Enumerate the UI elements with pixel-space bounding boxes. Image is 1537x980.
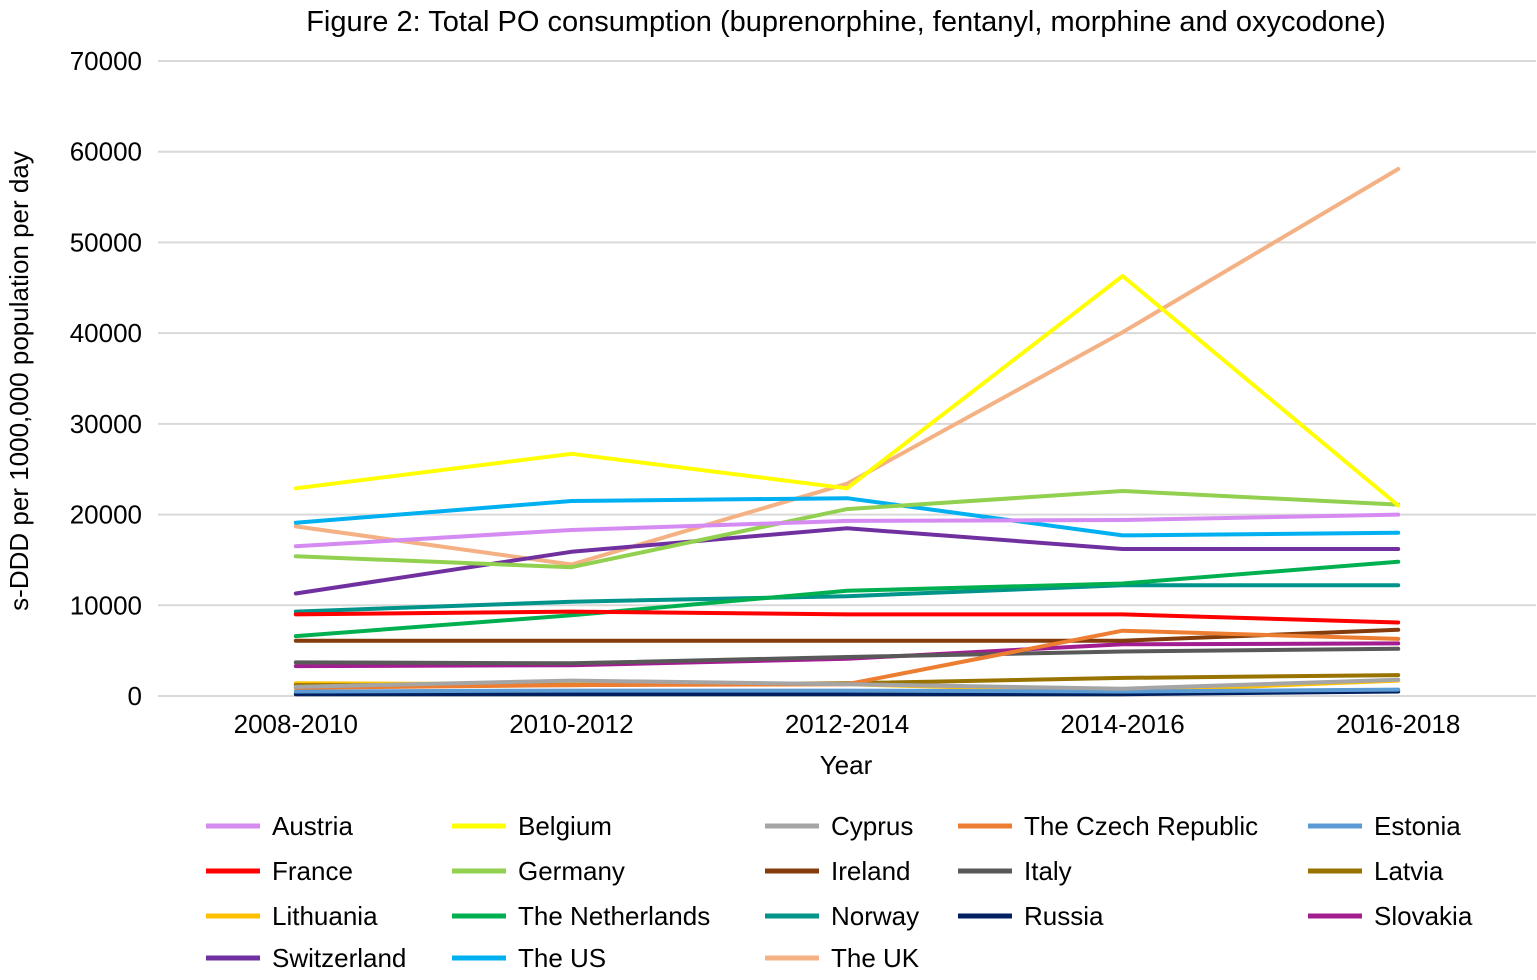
legend-item-switzerland: Switzerland: [206, 943, 406, 973]
legend-label: Belgium: [518, 811, 612, 841]
x-axis-label: Year: [820, 750, 873, 780]
series-line-russia: [293, 689, 1401, 697]
legend-item-russia: Russia: [958, 901, 1104, 931]
legend-item-lithuania: Lithuania: [206, 901, 378, 931]
legend-item-norway: Norway: [765, 901, 919, 931]
x-tick-label: 2012-2014: [785, 709, 909, 739]
series-line-the-netherlands: [293, 559, 1401, 639]
legend-label: Ireland: [831, 856, 911, 886]
series-line-norway: [293, 583, 1401, 614]
x-tick-label: 2016-2018: [1336, 709, 1460, 739]
legend-item-france: France: [206, 856, 353, 886]
series-line-france: [293, 609, 1401, 625]
legend-item-belgium: Belgium: [452, 811, 612, 841]
y-tick-label: 50000: [70, 227, 142, 257]
y-tick-label: 30000: [70, 409, 142, 439]
legend-label: Lithuania: [272, 901, 378, 931]
gridlines: [158, 60, 1536, 607]
y-tick-label: 70000: [70, 46, 142, 76]
legend-label: The UK: [831, 943, 920, 973]
legend-item-germany: Germany: [452, 856, 625, 886]
legend-label: The US: [518, 943, 606, 973]
legend-label: Austria: [272, 811, 353, 841]
series-line-ireland: [293, 627, 1401, 643]
legend-label: Germany: [518, 856, 625, 886]
legend-label: The Netherlands: [518, 901, 710, 931]
legend-label: Russia: [1024, 901, 1104, 931]
series-line-germany: [293, 489, 1401, 570]
legend-label: Norway: [831, 901, 919, 931]
legend-label: Latvia: [1374, 856, 1444, 886]
chart-title: Figure 2: Total PO consumption (buprenor…: [306, 6, 1386, 38]
y-axis-label: s-DDD per 1000,000 population per day: [4, 151, 34, 611]
legend-item-estonia: Estonia: [1308, 811, 1461, 841]
y-tick-label: 60000: [70, 137, 142, 167]
legend-label: France: [272, 856, 353, 886]
legend-item-the-netherlands: The Netherlands: [452, 901, 710, 931]
legend: Austria Belgium Cyprus The Czech Republic Es…: [206, 811, 1473, 973]
x-tick-label: 2014-2016: [1060, 709, 1184, 739]
series-lines: [293, 167, 1401, 697]
legend-item-slovakia: Slovakia: [1308, 901, 1473, 931]
legend-item-austria: Austria: [206, 811, 353, 841]
legend-item-latvia: Latvia: [1308, 856, 1444, 886]
y-tick-label: 0: [128, 681, 142, 711]
y-tick-label: 40000: [70, 318, 142, 348]
series-line-austria: [293, 512, 1401, 549]
legend-item-the-us: The US: [452, 943, 606, 973]
legend-item-the-uk: The UK: [765, 943, 920, 973]
legend-label: Slovakia: [1374, 901, 1473, 931]
y-axis-tick-labels: 0 10000 20000 30000 40000 50000 60000 70000: [70, 46, 142, 711]
series-line-belgium: [293, 274, 1401, 508]
legend-label: Cyprus: [831, 811, 913, 841]
x-tick-label: 2010-2012: [509, 709, 633, 739]
legend-label: Switzerland: [272, 943, 406, 973]
legend-label: The Czech Republic: [1024, 811, 1258, 841]
y-tick-label: 10000: [70, 590, 142, 620]
legend-label: Estonia: [1374, 811, 1461, 841]
x-tick-label: 2008-2010: [234, 709, 358, 739]
x-axis-tick-labels: 2008-2010 2010-2012 2012-2014 2014-2016 2016…: [234, 709, 1461, 739]
legend-label: Italy: [1024, 856, 1072, 886]
series-line-the-us: [293, 496, 1401, 538]
series-line-switzerland: [293, 526, 1401, 596]
legend-item-the-czech-republic: The Czech Republic: [958, 811, 1258, 841]
legend-item-ireland: Ireland: [765, 856, 911, 886]
legend-item-cyprus: Cyprus: [765, 811, 913, 841]
series-line-cyprus: [293, 677, 1401, 691]
series-line-the-uk: [293, 167, 1401, 567]
series-line-italy: [293, 646, 1401, 666]
legend-item-italy: Italy: [958, 856, 1072, 886]
series-line-estonia: [293, 687, 1401, 694]
y-tick-label: 20000: [70, 500, 142, 530]
